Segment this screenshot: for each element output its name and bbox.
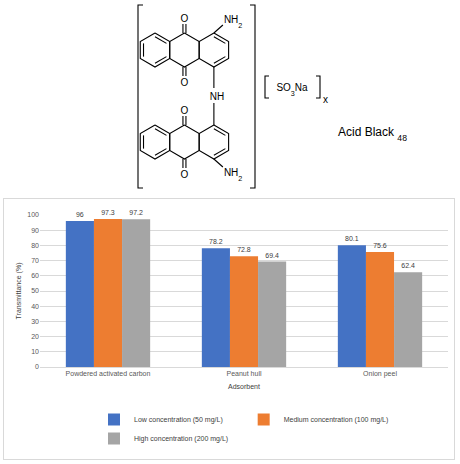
svg-text:O: O bbox=[181, 77, 189, 88]
svg-text:Adsorbent: Adsorbent bbox=[228, 383, 260, 390]
svg-text:97.2: 97.2 bbox=[129, 209, 143, 216]
svg-text:x: x bbox=[323, 94, 328, 105]
svg-text:High concentration (200 mg/L): High concentration (200 mg/L) bbox=[134, 435, 228, 443]
svg-text:Low concentration (50 mg/L): Low concentration (50 mg/L) bbox=[134, 416, 223, 424]
svg-text:90: 90 bbox=[31, 227, 39, 234]
svg-text:62.4: 62.4 bbox=[401, 262, 415, 269]
svg-text:O: O bbox=[181, 13, 189, 24]
svg-text:20: 20 bbox=[31, 333, 39, 340]
svg-text:10: 10 bbox=[31, 348, 39, 355]
svg-text:O: O bbox=[181, 105, 189, 116]
svg-text:69.4: 69.4 bbox=[265, 252, 279, 259]
svg-text:70: 70 bbox=[31, 257, 39, 264]
svg-text:78.2: 78.2 bbox=[209, 238, 223, 245]
svg-text:60: 60 bbox=[31, 272, 39, 279]
svg-text:80: 80 bbox=[31, 242, 39, 249]
svg-text:NH2: NH2 bbox=[224, 14, 242, 30]
svg-text:Transmittance (%): Transmittance (%) bbox=[15, 263, 23, 320]
svg-text:72.8: 72.8 bbox=[237, 246, 251, 253]
svg-text:Powdered activated carbon: Powdered activated carbon bbox=[66, 370, 151, 377]
svg-text:75.6: 75.6 bbox=[373, 242, 387, 249]
svg-text:NH2: NH2 bbox=[224, 167, 242, 183]
svg-text:Medium concentration (100 mg/L: Medium concentration (100 mg/L) bbox=[284, 416, 389, 424]
svg-text:97.3: 97.3 bbox=[101, 209, 115, 216]
svg-text:80.1: 80.1 bbox=[345, 235, 359, 242]
svg-text:Peanut hull: Peanut hull bbox=[226, 370, 261, 377]
svg-text:100: 100 bbox=[27, 211, 39, 218]
svg-text:O: O bbox=[181, 169, 189, 180]
svg-text:40: 40 bbox=[31, 303, 39, 310]
svg-text:50: 50 bbox=[31, 287, 39, 294]
svg-text:0: 0 bbox=[35, 363, 39, 370]
svg-text:96: 96 bbox=[76, 211, 84, 218]
svg-text:30: 30 bbox=[31, 318, 39, 325]
svg-text:NH: NH bbox=[210, 91, 224, 102]
svg-text:Onion peel: Onion peel bbox=[363, 370, 397, 378]
svg-text:SO3Na: SO3Na bbox=[276, 82, 308, 98]
svg-text:Acid Black 48: Acid Black 48 bbox=[338, 125, 407, 143]
